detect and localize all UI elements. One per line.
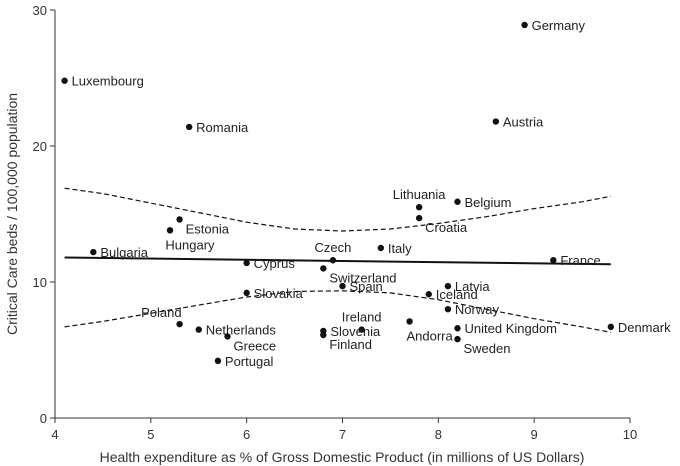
data-point — [444, 306, 452, 313]
data-points: Germany Luxembourg Romania Austria Lithuania… — [61, 18, 671, 369]
data-point — [243, 289, 250, 297]
regression-line — [64, 256, 611, 266]
fit-curves — [64, 187, 611, 333]
data-point — [176, 320, 183, 328]
data-point — [320, 331, 327, 339]
point-label: Greece — [234, 338, 277, 353]
x-tick-label: 4 — [51, 427, 58, 442]
data-point — [454, 198, 461, 205]
x-tick-label: 8 — [435, 427, 442, 442]
data-point — [195, 326, 202, 333]
lower-confidence-curve — [64, 290, 611, 333]
point-label: Cyprus — [254, 256, 296, 271]
point-label: Netherlands — [206, 323, 277, 338]
data-point — [607, 323, 615, 331]
point-label: Poland — [141, 305, 181, 320]
point-label: Czech — [314, 240, 351, 255]
point-label: Ireland — [342, 310, 382, 325]
x-tick-label: 5 — [147, 427, 154, 442]
data-point — [550, 257, 557, 264]
data-point — [224, 333, 231, 340]
point-label: Sweden — [464, 341, 511, 356]
point-label: Belgium — [465, 195, 512, 210]
data-point — [214, 357, 222, 365]
point-label: Romania — [196, 120, 249, 135]
point-label: Austria — [503, 115, 544, 130]
data-point — [329, 257, 337, 264]
axes: 4 5 6 7 8 9 10 0 10 20 30 — [33, 3, 638, 442]
point-label: Bulgaria — [100, 245, 148, 260]
y-axis-title: Critical Care beds / 100,000 population — [4, 93, 20, 335]
x-tick-label: 10 — [623, 427, 637, 442]
x-tick-label: 7 — [339, 427, 346, 442]
point-label: France — [560, 253, 600, 268]
data-point — [425, 291, 432, 298]
point-label: Slovakia — [254, 286, 304, 301]
point-label: Finland — [329, 337, 372, 352]
point-label: Switzerland — [329, 270, 396, 285]
point-label: Estonia — [186, 221, 230, 236]
upper-confidence-curve — [64, 187, 611, 232]
data-point — [454, 325, 461, 332]
data-point — [406, 318, 413, 325]
point-label: Luxembourg — [72, 74, 144, 89]
x-axis-title: Health expenditure as % of Gross Domesti… — [100, 449, 585, 465]
point-label: Iceland — [436, 287, 478, 302]
point-label: Portugal — [225, 354, 274, 369]
point-label: Hungary — [165, 237, 215, 252]
point-label: Norway — [455, 302, 500, 317]
y-tick-label: 30 — [33, 3, 47, 18]
data-point — [415, 204, 423, 211]
data-point — [415, 214, 423, 222]
data-point — [166, 227, 174, 234]
point-label: Germany — [532, 18, 586, 33]
data-point — [444, 282, 452, 290]
data-point — [90, 248, 97, 256]
point-label: Andorra — [406, 328, 453, 343]
point-label: Croatia — [425, 220, 468, 235]
point-label: Lithuania — [393, 187, 447, 202]
y-tick-label: 0 — [40, 411, 47, 426]
data-point — [358, 326, 365, 333]
point-label: Italy — [388, 241, 412, 256]
x-tick-label: 6 — [243, 427, 250, 442]
data-point — [176, 216, 183, 223]
data-point — [492, 118, 500, 125]
data-point — [185, 123, 193, 131]
y-tick-label: 10 — [33, 275, 47, 290]
point-label: Spain — [350, 279, 383, 294]
data-point — [320, 265, 327, 272]
point-label: Denmark — [618, 320, 671, 335]
x-tick-label: 9 — [531, 427, 538, 442]
point-label: United Kingdom — [465, 321, 558, 336]
data-point — [339, 282, 346, 290]
data-point — [454, 335, 461, 343]
data-point — [377, 244, 385, 252]
data-point — [61, 77, 68, 84]
y-tick-label: 20 — [33, 139, 47, 154]
point-label: Latvia — [455, 279, 490, 294]
data-point — [521, 21, 528, 29]
point-label: Slovenia — [330, 324, 381, 339]
data-point — [243, 259, 250, 267]
